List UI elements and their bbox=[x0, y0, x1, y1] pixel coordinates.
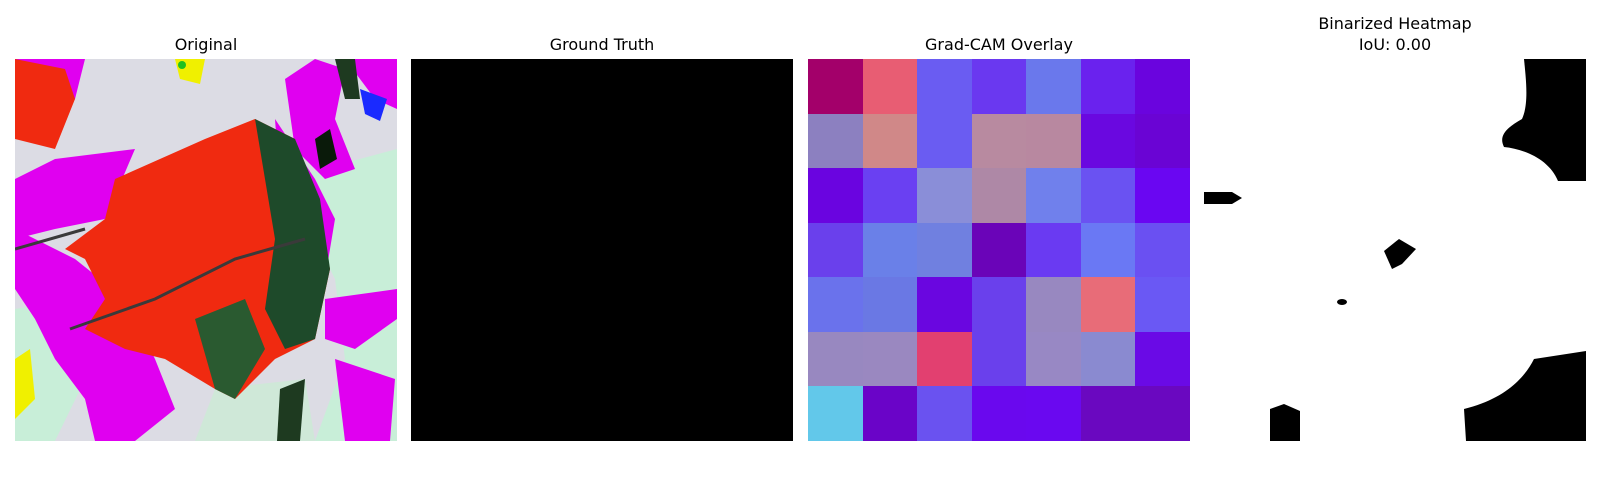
gradcam-cell bbox=[863, 386, 917, 441]
panel-title-ground-truth: Ground Truth bbox=[549, 35, 655, 54]
gradcam-cell bbox=[1026, 59, 1081, 114]
gradcam-cell bbox=[1135, 386, 1190, 441]
gradcam-cell bbox=[808, 332, 863, 386]
original-leaf-picture bbox=[15, 59, 397, 441]
gradcam-cell bbox=[863, 332, 917, 386]
gradcam-cell bbox=[863, 223, 917, 277]
gradcam-cell bbox=[1081, 223, 1135, 277]
gradcam-cell bbox=[1135, 277, 1190, 332]
gradcam-cell bbox=[1026, 332, 1081, 386]
gradcam-cell bbox=[972, 223, 1026, 277]
gradcam-cell bbox=[1081, 168, 1135, 223]
binarized-mask bbox=[1204, 59, 1586, 441]
gradcam-cell bbox=[917, 168, 972, 223]
panel-title-binarized: Binarized Heatmap bbox=[1318, 14, 1472, 33]
gradcam-cell bbox=[1026, 168, 1081, 223]
gradcam-cell bbox=[1026, 277, 1081, 332]
gradcam-cell bbox=[1081, 277, 1135, 332]
gradcam-cell bbox=[1081, 386, 1135, 441]
panel-binarized: Binarized Heatmap IoU: 0.00 bbox=[1204, 0, 1586, 460]
gradcam-cell bbox=[863, 114, 917, 168]
gradcam-cell bbox=[1026, 114, 1081, 168]
gradcam-cell bbox=[863, 277, 917, 332]
gradcam-grid bbox=[808, 59, 1190, 441]
gradcam-cell bbox=[808, 114, 863, 168]
gradcam-cell bbox=[808, 223, 863, 277]
gradcam-cell bbox=[972, 332, 1026, 386]
gradcam-cell bbox=[917, 223, 972, 277]
panel-original: Original bbox=[15, 0, 397, 460]
gradcam-cell bbox=[1135, 223, 1190, 277]
gradcam-cell bbox=[972, 277, 1026, 332]
ground-truth-mask bbox=[411, 59, 793, 441]
iou-label: IoU: 0.00 bbox=[1358, 35, 1432, 54]
gradcam-cell bbox=[972, 168, 1026, 223]
gradcam-cell bbox=[1081, 114, 1135, 168]
binarized-heatmap bbox=[1204, 59, 1586, 441]
gradcam-cell bbox=[1135, 114, 1190, 168]
panel-gradcam: Grad-CAM Overlay bbox=[808, 0, 1190, 460]
gradcam-cell bbox=[808, 59, 863, 114]
gradcam-cell bbox=[808, 386, 863, 441]
gradcam-cell bbox=[808, 277, 863, 332]
gradcam-cell bbox=[917, 59, 972, 114]
gradcam-cell bbox=[1081, 332, 1135, 386]
gradcam-cell bbox=[1135, 168, 1190, 223]
gradcam-cell bbox=[1026, 223, 1081, 277]
gradcam-cell bbox=[1135, 332, 1190, 386]
gradcam-cell bbox=[972, 386, 1026, 441]
gradcam-cell bbox=[917, 277, 972, 332]
gradcam-cell bbox=[917, 386, 972, 441]
gradcam-cell bbox=[863, 59, 917, 114]
gradcam-cell bbox=[972, 114, 1026, 168]
gradcam-overlay bbox=[808, 59, 1190, 441]
panel-ground-truth: Ground Truth bbox=[411, 0, 793, 460]
gradcam-cell bbox=[1081, 59, 1135, 114]
gradcam-cell bbox=[863, 168, 917, 223]
gradcam-cell bbox=[972, 59, 1026, 114]
original-image bbox=[15, 59, 397, 441]
panel-title-original: Original bbox=[174, 35, 238, 54]
gradcam-cell bbox=[1135, 59, 1190, 114]
gradcam-cell bbox=[1026, 386, 1081, 441]
gradcam-cell bbox=[808, 168, 863, 223]
gradcam-cell bbox=[917, 332, 972, 386]
gradcam-cell bbox=[917, 114, 972, 168]
panel-title-gradcam: Grad-CAM Overlay bbox=[925, 35, 1073, 54]
